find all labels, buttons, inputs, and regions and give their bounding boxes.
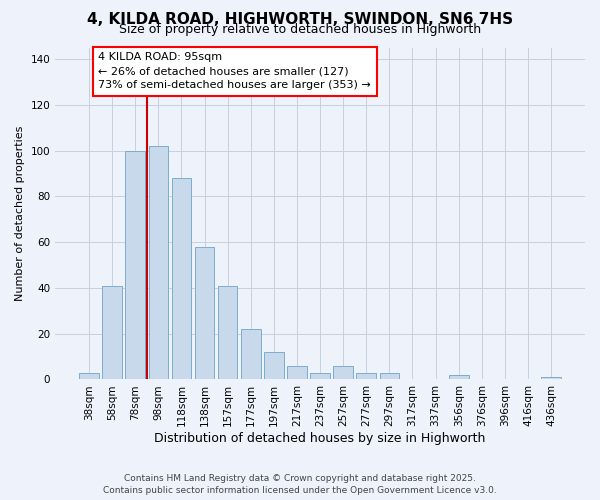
Bar <box>241 329 260 380</box>
X-axis label: Distribution of detached houses by size in Highworth: Distribution of detached houses by size … <box>154 432 486 445</box>
Text: 4 KILDA ROAD: 95sqm
← 26% of detached houses are smaller (127)
73% of semi-detac: 4 KILDA ROAD: 95sqm ← 26% of detached ho… <box>98 52 371 90</box>
Bar <box>287 366 307 380</box>
Text: 4, KILDA ROAD, HIGHWORTH, SWINDON, SN6 7HS: 4, KILDA ROAD, HIGHWORTH, SWINDON, SN6 7… <box>87 12 513 28</box>
Bar <box>125 150 145 380</box>
Bar <box>149 146 168 380</box>
Bar <box>356 372 376 380</box>
Bar <box>264 352 284 380</box>
Bar <box>449 375 469 380</box>
Bar <box>195 246 214 380</box>
Bar <box>334 366 353 380</box>
Bar <box>218 286 238 380</box>
Text: Contains HM Land Registry data © Crown copyright and database right 2025.
Contai: Contains HM Land Registry data © Crown c… <box>103 474 497 495</box>
Bar <box>79 372 99 380</box>
Bar <box>541 377 561 380</box>
Text: Size of property relative to detached houses in Highworth: Size of property relative to detached ho… <box>119 22 481 36</box>
Bar <box>172 178 191 380</box>
Bar <box>310 372 330 380</box>
Bar <box>103 286 122 380</box>
Y-axis label: Number of detached properties: Number of detached properties <box>15 126 25 301</box>
Bar <box>380 372 399 380</box>
